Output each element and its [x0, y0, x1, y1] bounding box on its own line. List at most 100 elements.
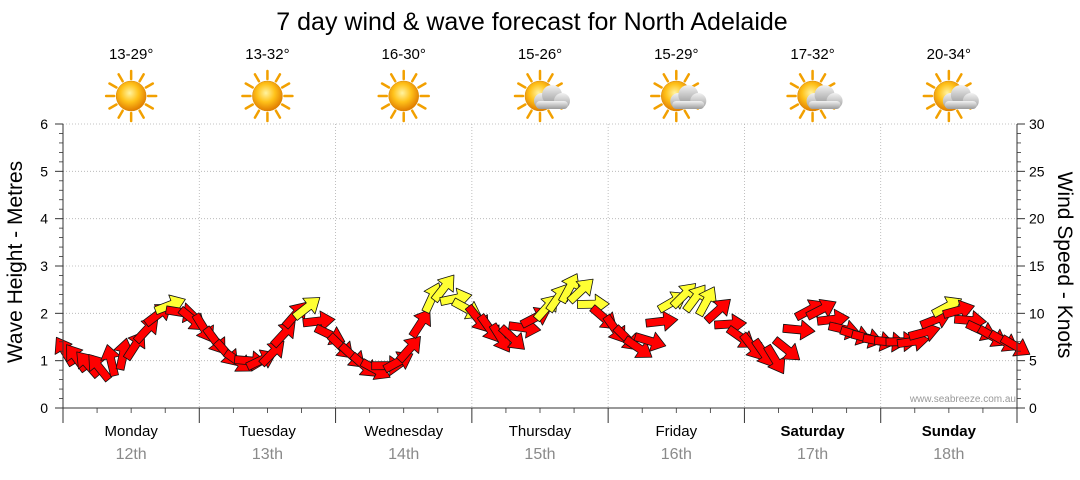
wind-arrow [430, 274, 455, 304]
sun-ray [517, 82, 527, 89]
left-tick-label: 0 [40, 400, 48, 416]
sun-ray [410, 109, 418, 119]
sun-ray [380, 82, 391, 89]
day-date-label: 15th [524, 446, 555, 463]
y-axis-right-label: Wind Speed - Knots [1053, 172, 1076, 359]
sun-ray [925, 103, 936, 110]
temperature-range: 17-32° [790, 46, 834, 63]
day-name-label: Wednesday [364, 423, 443, 440]
sun-ray [517, 103, 527, 110]
temperature-range: 20-34° [927, 46, 971, 63]
partly-cloudy-icon [922, 69, 979, 123]
day-date-label: 17th [797, 446, 828, 463]
sun-ray [380, 103, 391, 110]
partly-cloudy-icon [786, 69, 843, 123]
left-tick-label: 2 [40, 305, 48, 321]
sun-ray [789, 103, 800, 110]
wind-arrow [633, 331, 667, 352]
right-tick-label: 15 [1029, 258, 1045, 274]
sun-ray [653, 103, 663, 110]
sun-ray [389, 73, 397, 83]
temperature-range: 16-30° [382, 46, 426, 63]
cloud-base [536, 101, 568, 109]
temperature-range: 15-26° [518, 46, 562, 63]
sun-icon [377, 69, 430, 123]
sun-ray [274, 73, 282, 83]
left-tick-label: 6 [40, 116, 48, 132]
sun-ray [138, 109, 145, 119]
sun-ray [526, 73, 533, 83]
sun-ray [935, 73, 942, 83]
wind-arrow [771, 336, 801, 361]
sun-ray [925, 82, 936, 89]
partly-cloudy-icon [513, 69, 570, 123]
sun-ray [108, 103, 118, 110]
wind-arrow [566, 278, 594, 305]
wind-arrow [498, 324, 525, 350]
sun-ray [253, 73, 261, 83]
day-name-label: Sunday [922, 423, 977, 440]
sun-ray [117, 73, 124, 83]
cloud-icon [534, 85, 570, 109]
right-tick-label: 25 [1029, 163, 1045, 179]
sun-ray [956, 109, 963, 119]
day-name-label: Thursday [509, 423, 572, 440]
sun-ray [274, 109, 282, 119]
day-date-label: 12th [116, 446, 147, 463]
left-tick-label: 4 [40, 211, 48, 227]
sun-disc [252, 80, 283, 112]
sun-ray [117, 109, 124, 119]
partly-cloudy-icon [650, 69, 707, 123]
wind-arrow [54, 336, 77, 368]
sun-ray [144, 103, 155, 110]
sun-icon [104, 69, 158, 123]
day-date-label: 18th [933, 446, 964, 463]
temperature-range: 15-29° [654, 46, 698, 63]
wind-arrow [476, 313, 500, 343]
day-date-label: 13th [252, 446, 283, 463]
day-name-label: Saturday [780, 423, 845, 440]
sun-ray [798, 73, 806, 83]
sun-ray [683, 73, 691, 83]
watermark: www.seabreeze.com.au [909, 394, 1016, 405]
temperature-range: 13-32° [245, 46, 289, 63]
sun-ray [956, 73, 963, 83]
sun-ray [410, 73, 418, 83]
right-tick-label: 30 [1029, 116, 1045, 132]
wind-arrow [703, 298, 731, 325]
right-tick-label: 10 [1029, 305, 1045, 321]
cloud-icon [942, 85, 979, 109]
cloud-base [944, 101, 977, 109]
left-tick-label: 5 [40, 163, 48, 179]
wind-arrow [258, 340, 285, 368]
sun-disc [115, 80, 147, 112]
cloud-base [672, 101, 705, 109]
sun-ray [653, 82, 663, 89]
sun-ray [417, 103, 427, 110]
wind-arrow [408, 309, 431, 339]
sun-ray [819, 109, 827, 119]
temperature-range: 13-29° [109, 46, 153, 63]
sun-ray [662, 73, 670, 83]
wind-arrow [645, 310, 679, 332]
day-name-label: Tuesday [239, 423, 296, 440]
sun-ray [280, 82, 291, 89]
day-date-label: 14th [388, 446, 419, 463]
sun-ray [526, 109, 533, 119]
right-tick-label: 20 [1029, 211, 1045, 227]
wind-arrow [999, 334, 1031, 357]
sun-ray [819, 73, 827, 83]
right-tick-label: 5 [1029, 353, 1037, 369]
cloud-icon [806, 85, 843, 109]
sun-icon [241, 69, 294, 123]
sun-ray [244, 103, 254, 110]
day-name-label: Friday [655, 423, 697, 440]
sun-ray [789, 82, 800, 89]
sun-ray [547, 73, 554, 83]
sun-ray [935, 109, 942, 119]
sun-ray [798, 109, 806, 119]
sun-ray [662, 109, 670, 119]
sun-ray [108, 82, 118, 89]
day-date-label: 16th [661, 446, 692, 463]
cloud-icon [670, 85, 707, 109]
